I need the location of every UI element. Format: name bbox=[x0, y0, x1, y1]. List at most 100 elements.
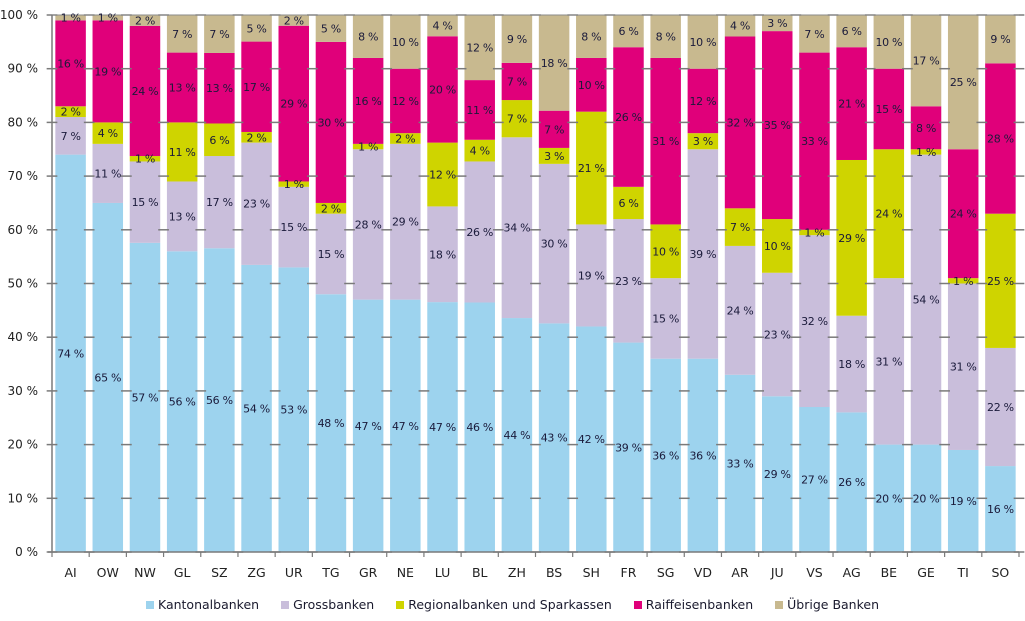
legend-label: Regionalbanken und Sparkassen bbox=[408, 597, 612, 612]
legend-swatch bbox=[775, 600, 784, 609]
bar-segment-vd-1 bbox=[687, 149, 719, 359]
x-tick-label: BL bbox=[472, 565, 488, 580]
bar-segment-sg-3 bbox=[650, 57, 681, 225]
bar-segment-vd-4 bbox=[687, 15, 719, 69]
bar-segment-vs-0 bbox=[799, 407, 830, 552]
bar-segment-vs-1 bbox=[799, 235, 830, 408]
data-label: 39 % bbox=[689, 248, 716, 261]
bar-segment-lu-2 bbox=[427, 142, 458, 207]
data-label: 5 % bbox=[247, 22, 267, 35]
bar-segment-ow-2 bbox=[92, 122, 124, 144]
bar-segment-ur-2 bbox=[278, 181, 309, 187]
data-label: 1 % bbox=[284, 178, 304, 191]
data-label: 39 % bbox=[615, 441, 642, 454]
bar-segment-ai-0 bbox=[55, 154, 86, 552]
x-tick-label: TI bbox=[957, 565, 969, 580]
data-label: 53 % bbox=[280, 404, 307, 417]
data-label: 26 % bbox=[615, 111, 642, 124]
data-label: 54 % bbox=[913, 294, 940, 307]
data-label: 8 % bbox=[358, 30, 378, 43]
data-label: 56 % bbox=[206, 394, 233, 407]
bar-segment-vd-0 bbox=[687, 358, 719, 552]
bar-segment-sg-1 bbox=[650, 278, 681, 359]
bar-segment-fr-3 bbox=[613, 47, 644, 187]
data-label: 31 % bbox=[875, 355, 902, 368]
data-label: 4 % bbox=[432, 20, 452, 33]
y-tick-label: 90 % bbox=[8, 62, 39, 76]
x-tick-label: SZ bbox=[211, 565, 228, 580]
data-label: 32 % bbox=[801, 315, 828, 328]
legend-swatch bbox=[633, 600, 642, 609]
bar-segment-zh-1 bbox=[501, 137, 533, 319]
data-label: 28 % bbox=[355, 218, 382, 231]
bar-segment-sz-3 bbox=[204, 52, 235, 124]
bar-segment-ti-2 bbox=[947, 278, 979, 284]
bar-segment-vd-3 bbox=[687, 68, 719, 134]
data-label: 29 % bbox=[280, 98, 307, 111]
legend-swatch bbox=[396, 600, 405, 609]
bar-segment-nw-2 bbox=[129, 156, 161, 162]
data-label: 10 % bbox=[578, 79, 605, 92]
bar-segment-so-0 bbox=[985, 466, 1016, 552]
data-label: 47 % bbox=[355, 420, 382, 433]
bar-segment-be-2 bbox=[873, 149, 905, 279]
bar-segment-zh-0 bbox=[501, 318, 533, 552]
x-tick-label: VD bbox=[694, 565, 712, 580]
bar-segment-ti-1 bbox=[947, 283, 979, 450]
bar-segment-lu-3 bbox=[427, 36, 458, 143]
bar-segment-zh-2 bbox=[501, 100, 533, 138]
legend-swatch bbox=[145, 600, 154, 609]
bar-segment-bs-1 bbox=[538, 163, 570, 324]
bar-segment-sh-1 bbox=[576, 224, 607, 327]
x-tick-label: FR bbox=[621, 565, 637, 580]
data-label: 21 % bbox=[578, 162, 605, 175]
bar-segment-nw-1 bbox=[129, 161, 161, 243]
bar-segment-ag-0 bbox=[836, 412, 867, 552]
bar-segment-sg-2 bbox=[650, 224, 681, 279]
bar-segment-ge-4 bbox=[910, 15, 942, 107]
data-label: 22 % bbox=[987, 401, 1014, 414]
bar-segment-ur-3 bbox=[278, 25, 309, 182]
bar-segment-lu-0 bbox=[427, 302, 458, 552]
data-label: 8 % bbox=[656, 30, 676, 43]
data-label: 29 % bbox=[392, 216, 419, 229]
bar-segment-ag-4 bbox=[836, 15, 867, 48]
bar-segment-gr-1 bbox=[352, 149, 384, 300]
bar-segment-nw-4 bbox=[129, 15, 161, 26]
legend-label: Kantonalbanken bbox=[157, 597, 260, 612]
y-tick-label: 60 % bbox=[8, 223, 39, 237]
data-label: 1 % bbox=[358, 141, 378, 154]
bar-segment-gl-3 bbox=[166, 52, 198, 123]
x-tick-label: NW bbox=[134, 565, 156, 580]
data-label: 46 % bbox=[466, 421, 493, 434]
data-label: 2 % bbox=[395, 133, 415, 146]
data-label: 31 % bbox=[652, 135, 679, 148]
bar-segment-ai-4 bbox=[55, 15, 86, 21]
bar-segment-ow-0 bbox=[92, 202, 124, 552]
bar-segment-ju-0 bbox=[762, 396, 793, 552]
bar-segment-so-2 bbox=[985, 213, 1016, 348]
x-tick-label: BS bbox=[546, 565, 562, 580]
data-label: 57 % bbox=[132, 391, 159, 404]
data-label: 65 % bbox=[94, 371, 121, 384]
data-label: 44 % bbox=[504, 429, 531, 442]
data-label: 17 % bbox=[913, 55, 940, 68]
bar-segment-bl-0 bbox=[464, 302, 495, 552]
x-tick-label: AG bbox=[843, 565, 861, 580]
bar-segment-zg-1 bbox=[241, 142, 272, 265]
bar-segment-bl-4 bbox=[464, 15, 495, 81]
x-tick-label: LU bbox=[435, 565, 451, 580]
data-label: 1 % bbox=[953, 275, 973, 288]
bar-segment-ai-3 bbox=[55, 20, 86, 107]
y-tick-label: 0 % bbox=[15, 545, 38, 559]
legend: Kantonalbanken Grossbanken Regionalbanken … bbox=[0, 597, 1025, 612]
data-label: 9 % bbox=[507, 33, 527, 46]
bar-segment-be-4 bbox=[873, 15, 905, 69]
data-label: 24 % bbox=[950, 208, 977, 221]
data-label: 7 % bbox=[172, 28, 192, 41]
data-label: 47 % bbox=[392, 420, 419, 433]
data-label: 11 % bbox=[169, 146, 196, 159]
data-label: 27 % bbox=[801, 474, 828, 487]
legend-item: Kantonalbanken bbox=[145, 597, 260, 612]
